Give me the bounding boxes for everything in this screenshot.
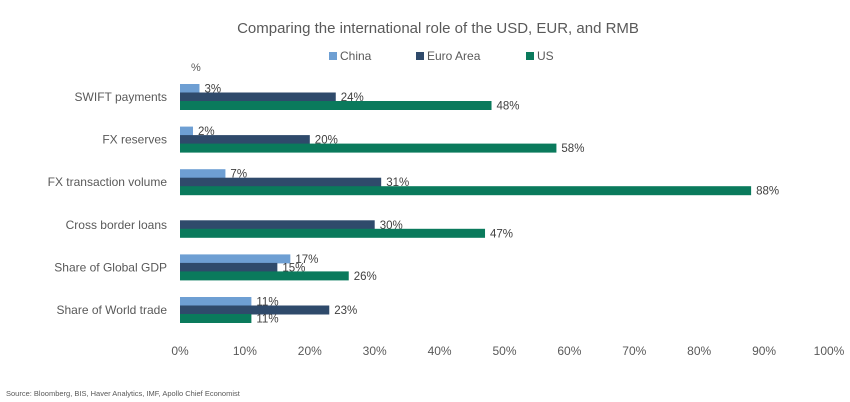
- bar-euro-area-fx-reserves: [180, 135, 310, 145]
- value-label-us-swift-payments: 48%: [497, 101, 520, 113]
- x-tick-label: 70%: [622, 344, 646, 358]
- x-tick-label: 40%: [428, 344, 452, 358]
- source-note: Source: Bloomberg, BIS, Haver Analytics,…: [6, 389, 240, 398]
- legend-label-euro-area: Euro Area: [427, 49, 481, 63]
- x-tick-label: 90%: [752, 344, 776, 358]
- x-tick-label: 80%: [687, 344, 711, 358]
- bar-us-cross-border-loans: [180, 228, 486, 238]
- bar-us-share-of-global-gdp: [180, 271, 349, 281]
- legend-label-china: China: [340, 49, 372, 63]
- bar-us-fx-transaction-volume: [180, 186, 752, 196]
- x-tick-label: 10%: [233, 344, 257, 358]
- x-tick-label: 50%: [492, 344, 516, 358]
- x-tick-label: 100%: [814, 344, 845, 358]
- x-tick-label: 60%: [557, 344, 581, 358]
- bar-us-fx-reserves: [180, 143, 557, 153]
- legend-swatch-euro-area: [416, 52, 424, 60]
- bar-china-swift-payments: [180, 84, 200, 93]
- bar-euro-area-swift-payments: [180, 92, 336, 102]
- category-label-swift-payments: SWIFT payments: [75, 90, 167, 104]
- bar-china-fx-reserves: [180, 126, 193, 136]
- bar-china-share-of-global-gdp: [180, 254, 291, 264]
- value-label-us-share-of-global-gdp: 26%: [354, 271, 377, 283]
- value-label-euro-area-share-of-world-trade: 23%: [334, 305, 357, 317]
- category-label-share-of-global-gdp: Share of Global GDP: [54, 260, 167, 274]
- value-label-us-fx-reserves: 58%: [561, 143, 584, 155]
- legend-swatch-us: [526, 52, 534, 60]
- legend: China Euro Area US: [329, 49, 554, 63]
- x-tick-label: 20%: [298, 344, 322, 358]
- bar-euro-area-share-of-world-trade: [180, 305, 330, 315]
- legend-swatch-china: [329, 52, 337, 60]
- category-label-cross-border-loans: Cross border loans: [66, 218, 167, 232]
- chart-title: Comparing the international role of the …: [237, 20, 639, 37]
- value-label-us-share-of-world-trade: 11%: [256, 314, 278, 326]
- value-label-china-share-of-global-gdp: 17%: [295, 254, 318, 266]
- bar-china-fx-transaction-volume: [180, 169, 226, 179]
- bar-china-share-of-world-trade: [180, 297, 252, 306]
- bar-euro-area-fx-transaction-volume: [180, 177, 382, 187]
- bar-euro-area-share-of-global-gdp: [180, 262, 278, 272]
- bar-euro-area-cross-border-loans: [180, 220, 375, 230]
- category-labels: SWIFT payments FX reserves FX transaction …: [48, 90, 168, 317]
- x-tick-label: 30%: [363, 344, 387, 358]
- category-label-fx-transaction-volume: FX transaction volume: [48, 175, 168, 189]
- x-tick-label: 0%: [171, 344, 189, 358]
- category-label-fx-reserves: FX reserves: [102, 133, 167, 147]
- bars-group: 3%24%48%2%20%58%7%31%88%30%47%17%15%26%1…: [180, 84, 779, 326]
- category-label-share-of-world-trade: Share of World trade: [56, 303, 167, 317]
- value-label-us-cross-border-loans: 47%: [490, 228, 513, 240]
- bar-us-swift-payments: [180, 101, 492, 110]
- legend-label-us: US: [537, 49, 554, 63]
- unit-label: %: [191, 62, 201, 74]
- value-label-us-fx-transaction-volume: 88%: [756, 186, 779, 198]
- x-axis: 0% 10% 20% 30% 40% 50% 60% 70% 80% 90% 100%: [171, 344, 844, 358]
- bar-us-share-of-world-trade: [180, 314, 252, 323]
